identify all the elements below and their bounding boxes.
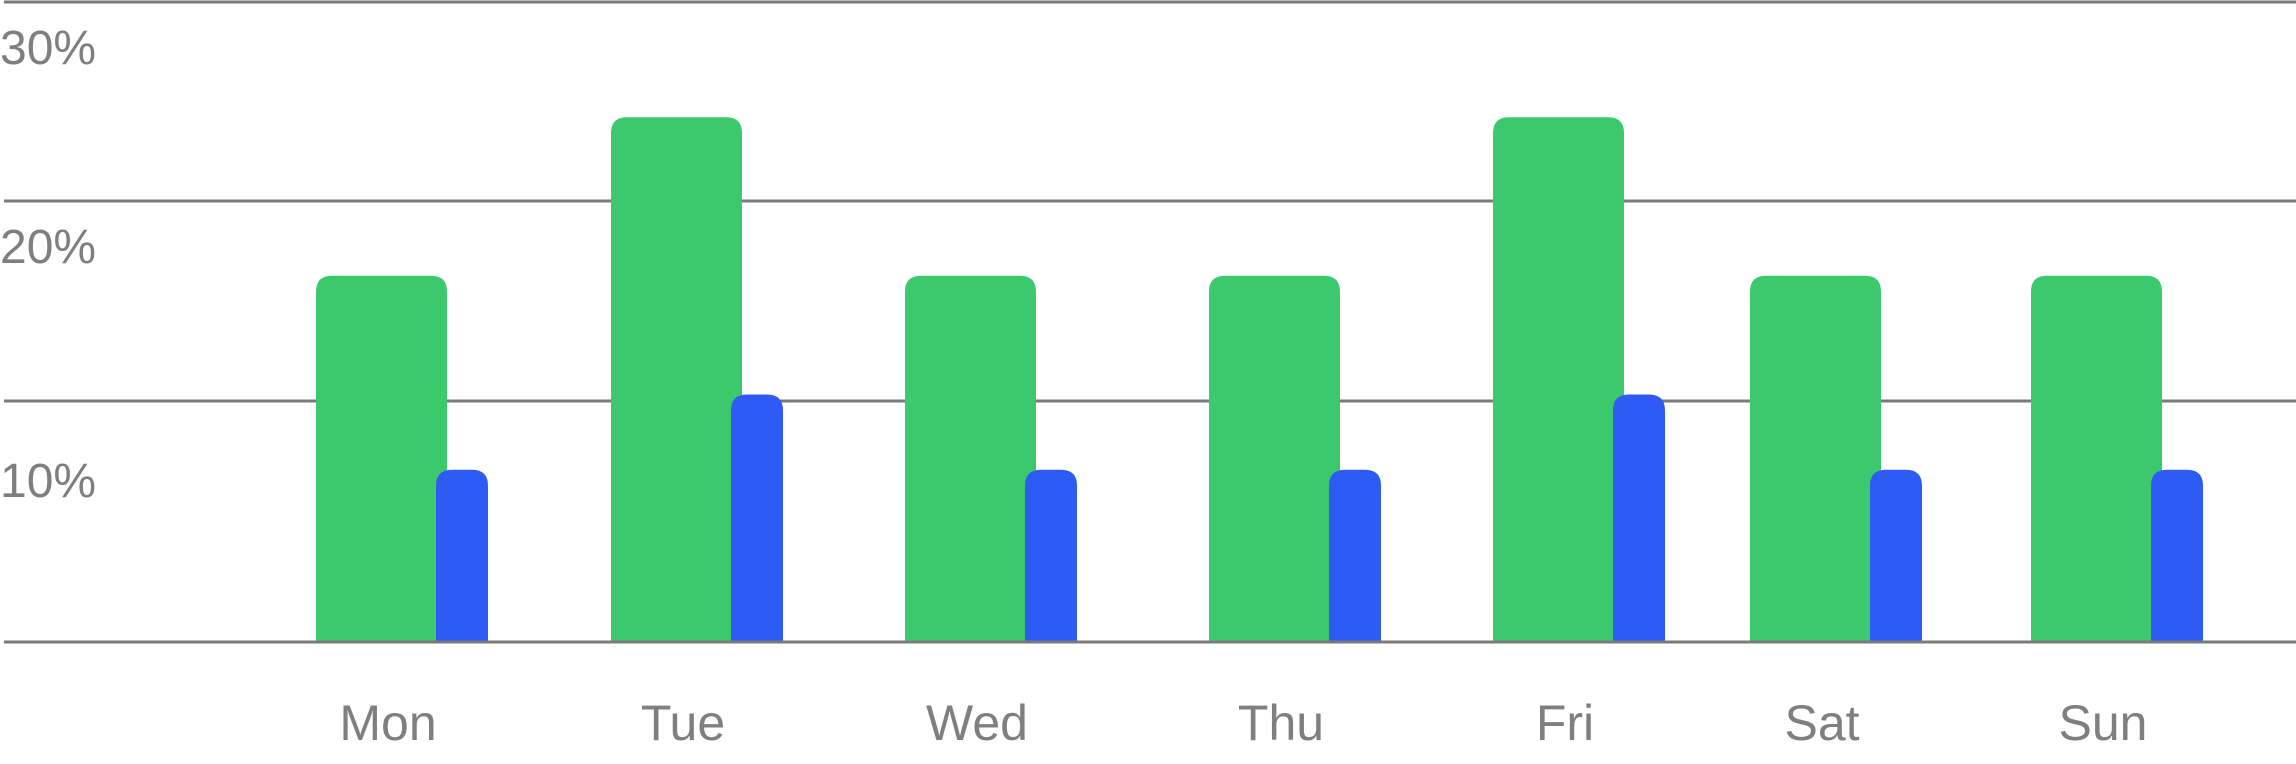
y-axis-ticks: 30% 20% 10% [0,22,96,508]
bars [4,117,2296,644]
x-tick-label: Wed [926,695,1028,751]
bar-group-fri [1493,117,1665,643]
bar-series-1-thu [1209,275,1340,642]
bar-series-2-thu [1329,469,1381,642]
bar-series-1-wed [905,275,1036,642]
bar-series-1-fri [1493,117,1624,643]
y-tick-label: 30% [0,22,96,75]
bar-series-2-sat [1870,469,1922,642]
bar-series-1-tue [611,117,742,643]
bar-group-thu [1209,275,1381,642]
x-tick-label: Sun [2059,695,2148,751]
x-tick-label: Thu [1238,695,1324,751]
bar-group-sat [1750,275,1922,642]
bar-series-1-mon [316,275,447,642]
bar-series-2-fri [1613,394,1665,642]
y-tick-label: 20% [0,221,96,274]
x-tick-label: Tue [641,695,725,751]
bar-series-2-tue [731,394,783,642]
bar-group-tue [611,117,783,643]
bar-group-wed [905,275,1077,642]
bar-series-2-sun [2151,469,2203,642]
bar-series-1-sun [2031,275,2162,642]
x-axis-labels: Mon Tue Wed Thu Fri Sat Sun [339,695,2147,751]
x-tick-label: Fri [1536,695,1594,751]
bar-group-sun [2031,275,2203,642]
bar-series-1-sat [1750,275,1881,642]
x-tick-label: Sat [1784,695,1859,751]
bar-group-mon [316,275,488,642]
y-tick-label: 10% [0,455,96,508]
bar-series-2-wed [1025,469,1077,642]
x-tick-label: Mon [339,695,436,751]
bar-series-2-mon [436,469,488,642]
